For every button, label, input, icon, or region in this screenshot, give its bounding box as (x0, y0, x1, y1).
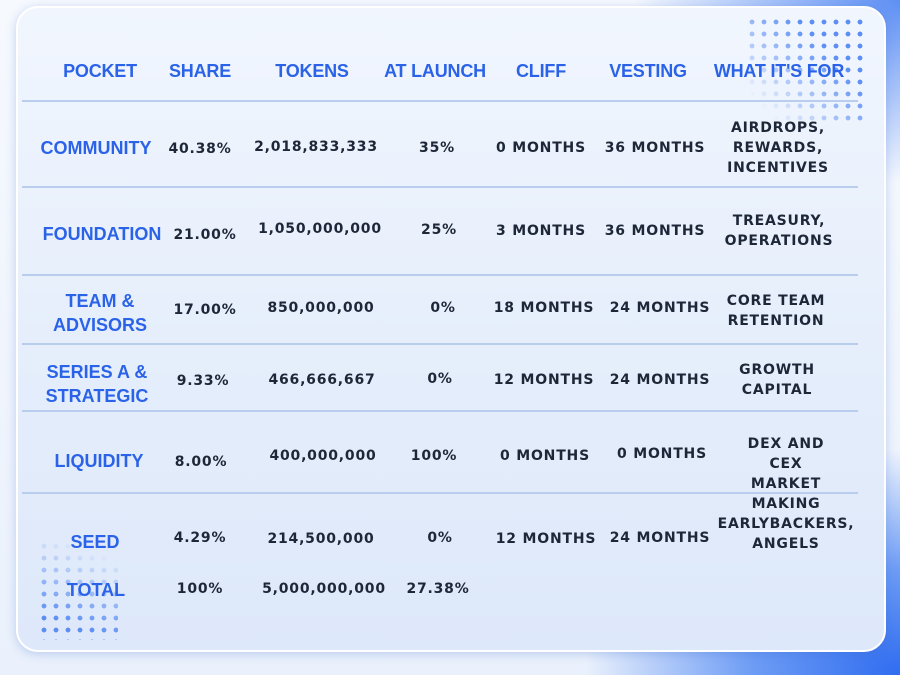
total-pocket: TOTAL (66, 580, 126, 600)
row-seed-vesting: 24 MONTHS (609, 530, 711, 546)
row-community-at-launch: 35% (419, 140, 455, 156)
header-tokens: TOKENS (275, 61, 349, 81)
row-community-pocket: COMMUNITY (40, 138, 152, 158)
row-community-vesting: 36 MONTHS (604, 140, 706, 156)
row-seed-cliff: 12 MONTHS (495, 531, 597, 547)
row-liquidity-cliff: 0 MONTHS (500, 448, 590, 464)
row-divider (22, 100, 858, 102)
row-liquidity-at-launch: 100% (410, 448, 458, 464)
row-series-a-share: 9.33% (176, 373, 230, 389)
row-liquidity-purpose: DEX AND CEX MARKET MAKING (747, 436, 825, 512)
row-team-pocket: TEAM & ADVISORS (52, 291, 148, 335)
row-foundation-pocket: FOUNDATION (42, 224, 162, 244)
decorative-dots-top-right (746, 16, 866, 126)
row-foundation-vesting: 36 MONTHS (604, 223, 706, 239)
row-foundation-tokens: 1,050,000,000 (258, 221, 382, 237)
row-community-purpose: AIRDROPS, REWARDS, INCENTIVES (727, 120, 829, 176)
row-community-cliff: 0 MONTHS (496, 140, 586, 156)
row-series-a-pocket: SERIES A & STRATEGIC (45, 362, 149, 406)
header-cliff: CLIFF (516, 61, 566, 81)
decorative-dots-bottom-left (38, 540, 118, 640)
row-foundation-share: 21.00% (173, 227, 237, 243)
row-divider (22, 343, 858, 345)
row-seed-at-launch: 0% (427, 530, 453, 546)
row-team-cliff: 18 MONTHS (493, 300, 595, 316)
row-team-at-launch: 0% (430, 300, 456, 316)
row-team-tokens: 850,000,000 (267, 300, 375, 316)
row-seed-purpose: EARLYBACKERS, ANGELS (717, 516, 855, 552)
row-divider (22, 186, 858, 188)
row-series-a-at-launch: 0% (427, 371, 453, 387)
row-team-vesting: 24 MONTHS (609, 300, 711, 316)
header-purpose: WHAT IT'S FOR (713, 61, 845, 81)
row-community-tokens: 2,018,833,333 (254, 139, 378, 155)
row-divider (22, 274, 858, 276)
row-series-a-purpose: GROWTH CAPITAL (739, 362, 815, 398)
row-seed-share: 4.29% (173, 530, 227, 546)
row-foundation-cliff: 3 MONTHS (496, 223, 586, 239)
header-share: SHARE (168, 61, 232, 81)
header-pocket: POCKET (63, 61, 137, 81)
total-tokens: 5,000,000,000 (262, 581, 386, 597)
allocation-table-card: POCKET SHARE TOKENS AT LAUNCH CLIFF VEST… (16, 6, 886, 652)
header-at-launch: AT LAUNCH (384, 61, 486, 81)
total-share: 100% (176, 581, 224, 597)
row-liquidity-share: 8.00% (174, 454, 228, 470)
row-team-share: 17.00% (173, 302, 237, 318)
row-community-share: 40.38% (168, 141, 232, 157)
row-liquidity-vesting: 0 MONTHS (617, 446, 707, 462)
header-vesting: VESTING (609, 61, 687, 81)
row-liquidity-pocket: LIQUIDITY (54, 451, 144, 471)
row-series-a-tokens: 466,666,667 (268, 372, 376, 388)
row-divider (22, 492, 858, 494)
row-foundation-at-launch: 25% (421, 222, 457, 238)
row-liquidity-tokens: 400,000,000 (269, 448, 377, 464)
row-divider (22, 410, 858, 412)
row-series-a-cliff: 12 MONTHS (493, 372, 595, 388)
row-seed-pocket: SEED (70, 532, 120, 552)
row-series-a-vesting: 24 MONTHS (609, 372, 711, 388)
total-at-launch: 27.38% (406, 581, 470, 597)
row-foundation-purpose: TREASURY, OPERATIONS (724, 213, 834, 249)
row-team-purpose: CORE TEAM RETENTION (726, 293, 826, 329)
row-seed-tokens: 214,500,000 (267, 531, 375, 547)
